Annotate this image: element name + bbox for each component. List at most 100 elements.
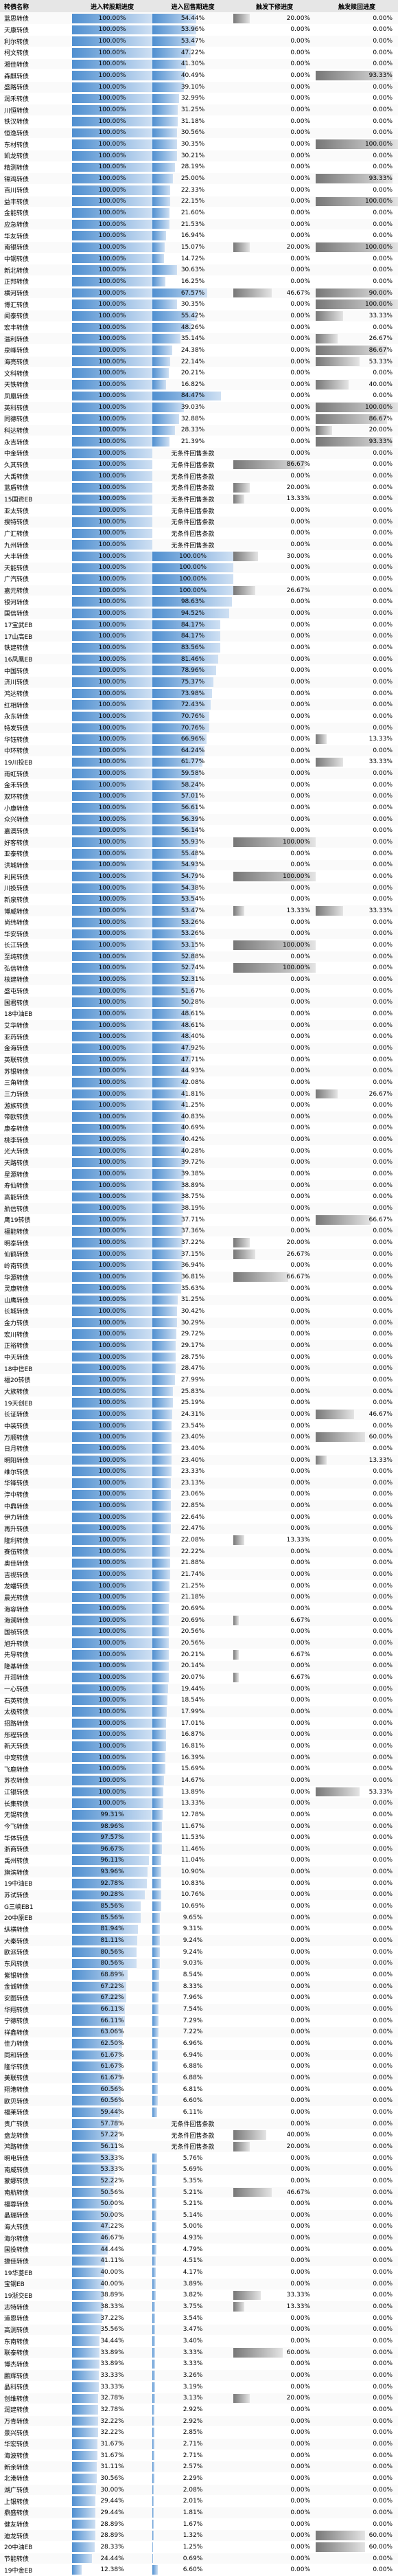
progress-cell: 0.00% [316,2553,398,2564]
table-row: 众兴转债 100.00% 56.39% 0.00% 0.00% [0,813,398,826]
progress-cell: 0.00% [316,1706,398,1717]
progress-label: 15.69% [180,1765,205,1773]
progress-bar [152,757,202,767]
table-row: 宝钢EB 40.00% 3.89% 0.00% 0.00% [0,2278,398,2290]
progress-label: 0.00% [373,1044,393,1052]
progress-label: 44.93% [180,1067,205,1075]
bond-name: G三峡EB1 [4,1903,34,1911]
progress-bar [152,150,177,161]
progress-label: 0.00% [290,232,310,240]
progress-label: 48.26% [180,324,205,331]
progress-label: 0.00% [373,1067,393,1075]
bond-name: 国投转债 [4,2247,30,2255]
progress-bar [72,391,152,401]
progress-cell: 0.00% [233,883,316,894]
progress-label: 0.00% [373,1365,393,1372]
progress-label: 100.00% [98,964,126,972]
progress-label: 23.33% [180,1468,205,1476]
progress-label: 6.67% [290,1673,310,1681]
bond-name: 鼎盛转债 [4,2510,30,2518]
progress-label: 0.00% [373,2189,393,2196]
bond-name: 森麒转债 [4,73,30,80]
progress-label: 4.79% [183,2246,203,2253]
progress-label: 86.67% [286,461,310,468]
progress-bar [72,2004,126,2014]
progress-label: 100.00% [98,1010,126,1017]
progress-cell: 0.00% [233,70,316,81]
progress-bar [152,185,171,195]
progress-cell: 0.00% [233,1661,316,1672]
progress-label: 73.98% [180,690,205,697]
table-row: 苏农转债 100.00% 14.67% 0.00% 0.00% [0,1775,398,1787]
progress-label: 100.00% [98,804,126,812]
progress-bar [72,2496,96,2507]
bond-name: 南航转债 [4,2190,30,2197]
progress-label: 16.94% [180,232,205,240]
progress-label: 0.00% [373,678,393,686]
progress-label: 0.00% [373,2372,393,2380]
progress-label: 38.89% [180,1182,205,1189]
progress-label: 0.00% [290,793,310,800]
progress-bar [72,837,152,847]
progress-cell: 0.00% [316,1912,398,1923]
table-row: 尚纬转债 100.00% 53.26% 0.00% 0.00% [0,917,398,929]
progress-cell: 0.00% [233,745,316,756]
progress-label: 100.00% [282,839,310,846]
bond-name: 正裕转债 [4,1343,30,1351]
progress-label: 0.00% [373,609,393,617]
progress-cell: 63.06% [72,2027,152,2038]
progress-label: 100.00% [98,1662,126,1670]
bond-name: 博杰转债 [4,2361,30,2369]
progress-bar [152,997,194,1008]
progress-label: 0.00% [290,1640,310,1647]
progress-cell: 100.00% [72,391,152,402]
progress-cell: 25.19% [152,1397,233,1408]
progress-label: 100.00% [98,163,126,171]
progress-cell: 66.11% [72,2004,152,2015]
progress-bar [233,494,244,504]
progress-bar [72,791,152,802]
progress-cell: 9.24% [152,1935,233,1946]
progress-bar [316,288,390,298]
progress-bar [152,414,179,424]
progress-cell: 53.26% [152,929,233,940]
progress-label: 0.00% [290,530,310,537]
table-row: 龙蟠转债 100.00% 21.25% 0.00% 0.00% [0,1581,398,1592]
progress-bar [72,1192,152,1202]
progress-label: 100.00% [98,473,126,480]
progress-cell: 16.25% [152,276,233,287]
progress-cell: 0.00% [316,2015,398,2026]
progress-cell: 0.00% [316,791,398,802]
progress-label: 66.67% [368,1216,393,1223]
progress-cell: 0.00% [233,1455,316,1466]
progress-label: 0.00% [290,564,310,572]
bond-name: 江银转债 [4,1789,30,1797]
progress-label: 57.78% [100,2120,124,2127]
progress-cell: 0.00% [316,2473,398,2484]
progress-cell: 0.00% [233,2336,316,2347]
progress-bar [72,1695,152,1706]
progress-cell: 0.00% [233,596,316,607]
table-row: 节能转债 24.44% 0.69% 0.00% 0.00% [0,2553,398,2565]
progress-label: 23.40% [180,1445,205,1452]
progress-bar [72,2084,121,2094]
progress-label: 0.00% [373,1342,393,1349]
progress-label: 100.00% [98,198,126,205]
progress-label: 0.00% [373,1948,393,1956]
progress-bar [72,1467,152,1476]
bond-name: 金能转债 [4,210,30,218]
progress-cell: 100.00% [72,1008,152,1019]
progress-cell: 0.00% [233,322,316,333]
progress-cell: 100.00% [72,1237,152,1248]
progress-cell: 42.08% [152,1077,233,1088]
progress-label: 0.00% [373,2280,393,2287]
progress-bar [72,1135,152,1144]
progress-label: 33.33% [368,907,393,915]
progress-cell: 53.47% [152,905,233,916]
progress-label: 100.00% [98,541,126,549]
progress-bar [72,1204,152,1213]
progress-label: 100.00% [98,1296,126,1304]
progress-cell: 6.60% [152,2095,233,2106]
header-row: 转债名称 进入转股期进度 进入回售期进度 触发下修进度 触发赎回进度 [0,0,398,13]
progress-bar [152,1981,159,1991]
